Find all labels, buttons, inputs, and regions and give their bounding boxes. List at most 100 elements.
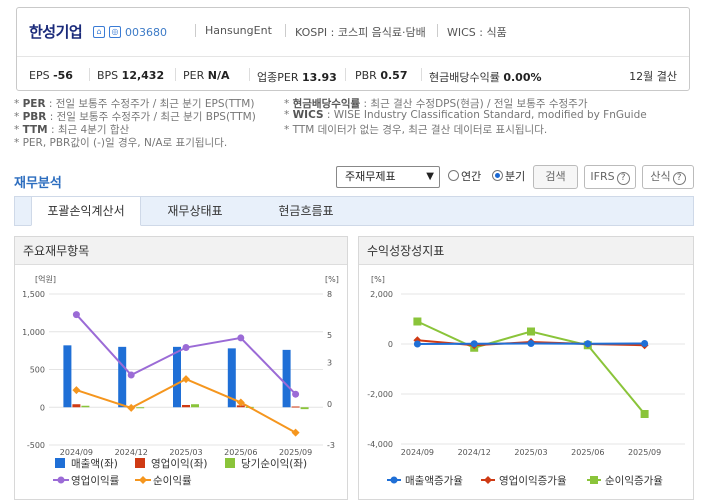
note-negative: * PER, PBR값이 (-)일 경우, N/A로 표기됩니다. — [14, 137, 228, 149]
left-tick-label: -2,000 — [367, 390, 393, 399]
left-tick-label: 2,000 — [370, 290, 393, 299]
data-point — [127, 371, 135, 379]
legend-marker — [57, 476, 65, 484]
right-tick-label: 8 — [327, 290, 332, 299]
favorite-icon[interactable]: ◎ — [109, 26, 121, 38]
legend-marker — [484, 476, 492, 484]
legend-label: 매출액(좌) — [71, 458, 118, 470]
x-tick-label: 2024/09 — [60, 448, 93, 457]
data-point — [72, 311, 80, 319]
chevron-down-icon: ▼ — [426, 171, 434, 182]
legend-label: 순이익증가율 — [605, 475, 663, 487]
legend-swatch — [55, 458, 65, 468]
note-ttm-fallback: * TTM 데이터가 없는 경우, 최근 결산 데이터로 표시됩니다. — [284, 124, 548, 136]
annual-radio[interactable]: 연간 — [448, 168, 481, 184]
market-info: KOSPI : 코스피 음식료·담배 — [295, 26, 426, 39]
right-tick-label: -3 — [327, 441, 335, 450]
left-tick-label: 0 — [388, 340, 393, 349]
bar-0 — [173, 346, 181, 408]
tab-income-statement[interactable]: 포괄손익계산서 — [31, 196, 141, 226]
data-point — [413, 340, 421, 348]
growth-indicators-chart: [%] 2,000 0 -2,000 -4,000 2024/09 2024/12 2025/… — [367, 275, 685, 487]
legend-label: 영업이익증가율 — [499, 474, 567, 487]
per-metric: PER N/A — [183, 69, 230, 82]
help-icon: ? — [672, 172, 686, 185]
legend-label: 당기순이익(좌) — [241, 458, 307, 470]
eps-metric: EPS -56 — [29, 69, 73, 82]
wics-info: WICS : 식품 — [447, 26, 507, 39]
left-axis-unit: [%] — [371, 275, 385, 284]
divider — [17, 56, 689, 57]
data-point — [236, 398, 245, 407]
divider — [285, 24, 286, 37]
legend-label: 매출액증가율 — [405, 475, 463, 487]
right-tick-label: 0 — [327, 400, 332, 409]
left-tick-label: -500 — [27, 441, 45, 450]
right-tick-label: 5 — [327, 331, 332, 340]
bar-2 — [136, 407, 145, 409]
data-point — [127, 403, 136, 412]
x-tick-label: 2025/09 — [279, 448, 312, 457]
divider — [195, 24, 196, 37]
data-point — [182, 375, 190, 384]
growth-indicators-panel: 수익성장성지표 [%] 2,000 0 -2,000 -4,000 2024/09 2024… — [358, 236, 694, 500]
tab-cash-flow[interactable]: 현금흐름표 — [278, 204, 334, 218]
x-tick-label: 2025/09 — [628, 448, 661, 457]
bps-metric: BPS 12,432 — [97, 69, 165, 82]
legend-marker — [139, 476, 147, 484]
bar-1 — [182, 404, 190, 408]
statement-select[interactable]: 주재무제표 ▼ — [336, 166, 440, 188]
data-point — [292, 390, 300, 398]
legend-marker — [390, 476, 398, 484]
tab-balance-sheet[interactable]: 재무상태표 — [167, 204, 223, 218]
stock-code: 003680 — [125, 26, 167, 39]
company-name: 한성기업 — [29, 23, 83, 41]
bar-0 — [118, 346, 127, 408]
x-tick-label: 2024/09 — [401, 448, 434, 457]
x-tick-label: 2024/12 — [458, 448, 491, 457]
financial-items-chart: [억원] [%] 1,500 1,000 500 0 -500 8 5 3 0 -3 2024/09 20… — [22, 274, 339, 487]
data-point — [413, 317, 422, 326]
formula-button[interactable]: 산식? — [642, 165, 694, 189]
financial-items-panel: 주요재무항목 [억원] [%] 1,500 1,000 500 0 -500 8 5 3 0 -3 20… — [14, 236, 348, 500]
bar-1 — [72, 404, 81, 408]
section-title: 재무분석 — [14, 176, 62, 191]
note-per: * PER : 전일 보통주 수정주가 / 최근 분기 EPS(TTM) — [14, 98, 255, 110]
legend-label: 영업이익률 — [71, 474, 120, 487]
data-point — [527, 327, 535, 336]
settlement-month: 12월 결산 — [629, 70, 677, 83]
right-tick-label: 3 — [327, 359, 332, 368]
note-wics: * WICS : WISE Industry Classification St… — [284, 109, 647, 121]
bar-2 — [191, 404, 199, 408]
data-point — [641, 340, 649, 347]
left-tick-label: -4,000 — [367, 440, 393, 449]
search-button[interactable]: 검색 — [533, 165, 578, 189]
note-ttm: * TTM : 최근 4분기 합산 — [14, 124, 130, 136]
x-tick-label: 2025/06 — [571, 448, 604, 457]
left-tick-label: 1,500 — [22, 290, 45, 299]
panel-title: 주요재무항목 — [15, 237, 347, 265]
legend-swatch — [135, 458, 145, 468]
left-tick-label: 500 — [30, 366, 45, 375]
bar-0 — [227, 348, 236, 408]
legend-label: 순이익률 — [153, 475, 192, 487]
data-point — [237, 334, 245, 342]
left-axis-unit: [억원] — [35, 274, 56, 284]
x-tick-label: 2025/03 — [169, 448, 202, 457]
quarter-radio[interactable]: 분기 — [492, 168, 525, 184]
data-point — [470, 340, 478, 348]
divider — [437, 24, 438, 37]
ifrs-button[interactable]: IFRS? — [584, 165, 636, 189]
bar-0 — [282, 349, 291, 408]
home-icon[interactable]: ⌂ — [93, 26, 105, 38]
left-tick-label: 1,000 — [22, 328, 45, 337]
legend-swatch — [225, 458, 235, 468]
x-tick-label: 2025/06 — [224, 448, 257, 457]
data-point — [182, 344, 190, 352]
industry-per-metric: 업종PER 13.93 — [257, 71, 337, 84]
bar-1 — [291, 406, 300, 408]
bar-2 — [300, 407, 309, 410]
bar-0 — [63, 345, 72, 408]
dividend-yield-metric: 현금배당수익률 0.00% — [429, 71, 542, 84]
data-point — [527, 340, 535, 347]
